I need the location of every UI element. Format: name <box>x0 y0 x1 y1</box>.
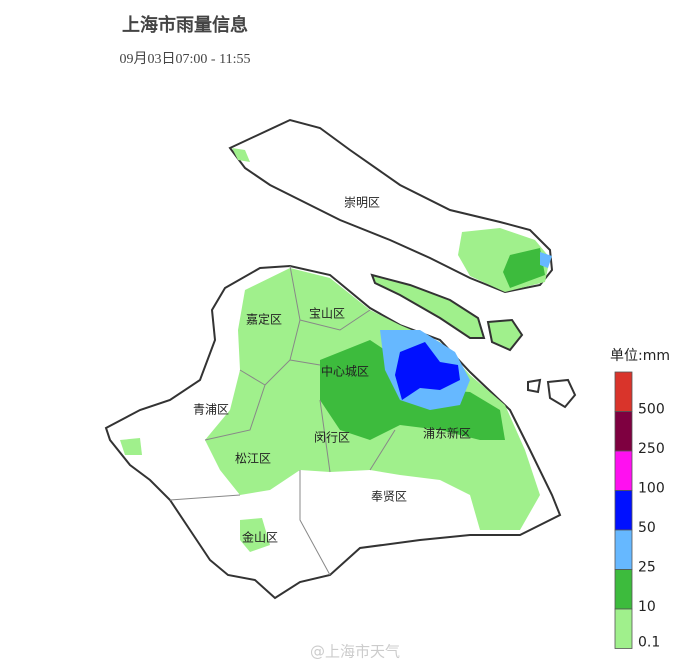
district-label: 中心城区 <box>321 364 369 379</box>
district-label: 松江区 <box>235 452 271 466</box>
watermark: @上海市天气 <box>310 643 400 661</box>
rain-area <box>540 252 552 268</box>
legend-swatch <box>614 411 633 452</box>
legend-swatch <box>614 569 633 610</box>
island-outline <box>370 273 486 339</box>
subtitle: 09月03日07:00 - 11:55 <box>120 51 251 67</box>
legend: 500 250 100 50 25 10 0.1 <box>614 371 665 651</box>
legend-label: 0.1 <box>638 635 660 651</box>
title: 上海市雨量信息 <box>122 14 248 36</box>
district-label: 宝山区 <box>309 307 345 321</box>
rain-area <box>120 438 142 455</box>
legend-label: 100 <box>638 481 665 497</box>
legend-label: 25 <box>638 560 656 576</box>
legend-label: 500 <box>638 402 665 418</box>
district-label: 浦东新区 <box>423 426 471 441</box>
legend-swatch <box>614 608 633 649</box>
island-outline <box>486 318 524 352</box>
rain-area <box>395 342 460 400</box>
district-label: 嘉定区 <box>246 312 282 327</box>
island-outline <box>546 378 577 409</box>
district-label: 闵行区 <box>314 430 350 445</box>
legend-label: 50 <box>638 520 656 536</box>
island-outline <box>527 378 542 394</box>
rain-area <box>503 248 545 288</box>
rain-area <box>232 148 250 162</box>
district-label: 奉贤区 <box>371 490 407 504</box>
legend-swatch <box>614 490 633 531</box>
legend-swatch <box>614 450 633 491</box>
district-label: 金山区 <box>242 530 278 545</box>
legend-unit: 单位:mm <box>610 348 670 364</box>
legend-label: 250 <box>638 441 665 457</box>
district-border <box>169 265 396 576</box>
legend-label: 10 <box>638 599 656 615</box>
legend-swatch <box>614 371 633 412</box>
district-label: 崇明区 <box>344 196 380 210</box>
rain-area <box>240 518 270 552</box>
district-label: 青浦区 <box>193 403 229 417</box>
legend-swatch <box>614 529 633 570</box>
